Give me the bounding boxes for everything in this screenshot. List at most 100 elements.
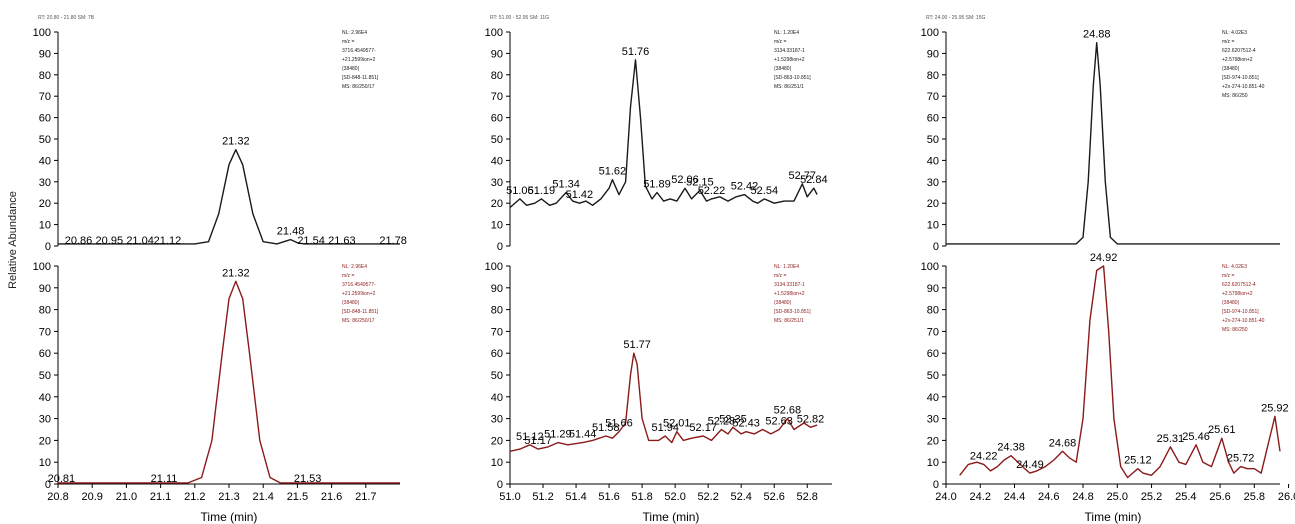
annotation-line: (38480) [342,66,360,72]
peak-label: 21.53 [294,473,322,485]
peak-label: 21.54 [297,235,325,247]
y-tick-label: 70 [491,326,503,338]
x-tick-label: 20.8 [47,491,68,503]
peak-label: 21.12 [154,235,182,247]
y-tick-label: 30 [491,177,503,189]
x-tick-label: 21.2 [184,491,205,503]
annotation-line: NL: 4.02E3 [1222,30,1247,36]
annotation-line: MS: 86/251/1 [774,318,804,324]
y-tick-label: 40 [927,392,939,404]
chart-panel-top-left: RT: 20.80 - 21.80 SM: 7B 0 10 20 30 40 50 60 70 8… [33,15,407,253]
y-tick-label: 90 [927,48,939,60]
y-tick-label: 70 [927,91,939,103]
y-tick-label: 30 [491,414,503,426]
annotation-line: (38480) [342,300,360,306]
chart-header: RT: 24.00 - 25.95 SM: 15G [926,15,985,21]
annotation-line: 3716.4549577- [342,48,376,54]
x-tick-label: 21.7 [355,491,376,503]
x-tick-label: 52.0 [664,491,685,503]
peak-label: 51.66 [605,418,633,430]
annotation-line: [SD-848-11.851] [342,75,379,81]
peak-label: 21.32 [222,267,250,279]
chart-header: RT: 20.80 - 21.80 SM: 7B [38,15,95,21]
peak-label: 52.68 [774,405,802,417]
y-tick-label: 80 [491,70,503,82]
x-tick-label: 52.6 [763,491,784,503]
y-tick-label: 10 [39,457,51,469]
chart-panel-top-middle: RT: 51.00 - 52.95 SM: 11G 0 10 20 30 40 50 60 70… [485,15,828,253]
y-tick-label: 10 [491,457,503,469]
trace-line [58,149,400,245]
peak-label: 21.63 [328,235,356,247]
annotation-line: m/z = [1222,39,1234,45]
annotation-line: [SD-863-10.851] [774,75,811,81]
annotation-line: NL: 2.96E4 [342,30,367,36]
peak-label: 52.28 [708,416,736,428]
x-tick-label: 24.2 [970,491,991,503]
y-tick-label: 60 [491,113,503,125]
annotation-line: [SD-974-10.851] [1222,75,1259,81]
y-tick-label: 10 [927,457,939,469]
y-tick-label: 60 [39,113,51,125]
annotation-line: MS: 86/250/17 [342,84,375,90]
x-axis-title: Time (min) [201,510,258,524]
y-tick-label: 20 [491,435,503,447]
peak-label: 51.44 [569,429,597,441]
y-tick-label: 100 [33,261,51,273]
y-tick-label: 90 [39,48,51,60]
peak-label: 51.12 [516,431,544,443]
peak-label: 51.34 [552,179,580,191]
peak-label: 51.19 [528,185,556,197]
annotation-line: NL: 4.02E3 [1222,264,1247,270]
y-tick-label: 20 [491,198,503,210]
x-tick-label: 51.8 [631,491,652,503]
annotation-line: +2.5798ion+2 [1222,57,1253,63]
annotation-line: (38480) [1222,300,1240,306]
y-tick-label: 30 [927,177,939,189]
y-tick-label: 80 [491,305,503,317]
peak-label: 52.06 [671,174,699,186]
y-tick-label: 40 [491,392,503,404]
x-tick-label: 21.0 [116,491,137,503]
annotation-line: MS: 86/250 [1222,93,1248,99]
y-tick-label: 100 [33,27,51,39]
annotation-line: m/z = [1222,273,1234,279]
annotation-line: MS: 86/250/17 [342,318,375,324]
y-tick-label: 10 [491,220,503,232]
peak-label: 21.78 [379,235,407,247]
peak-label: 51.94 [651,422,679,434]
y-tick-label: 70 [491,91,503,103]
x-tick-label: 21.5 [287,491,308,503]
peak-label: 52.01 [663,418,691,430]
x-tick-label: 24.8 [1072,491,1093,503]
x-tick-label: 21.4 [252,491,273,503]
y-tick-label: 100 [921,27,939,39]
annotation-line: +2x-274-10.851-40 [1222,84,1265,90]
x-tick-label: 24.6 [1038,491,1059,503]
y-tick-label: 50 [39,134,51,146]
y-tick-label: 80 [927,70,939,82]
y-tick-label: 50 [491,134,503,146]
annotation-line: 622.6207512-4 [1222,48,1256,54]
peak-label: 25.92 [1261,402,1289,414]
chart-header: RT: 51.00 - 52.95 SM: 11G [490,15,549,21]
annotation-line: +1.5298ion+2 [774,57,805,63]
trace-line [946,42,1280,245]
peak-label: 51.76 [622,46,650,58]
y-tick-label: 0 [45,479,51,491]
y-tick-label: 60 [39,348,51,360]
annotation-line: 3134.33187-1 [774,282,805,288]
annotation-line: +2.5798ion+2 [1222,291,1253,297]
peak-label: 51.62 [599,166,627,178]
y-tick-label: 10 [927,220,939,232]
peak-label: 25.61 [1208,424,1236,436]
y-tick-label: 40 [39,392,51,404]
y-tick-label: 30 [39,414,51,426]
peak-label: 21.11 [151,473,178,485]
y-tick-label: 50 [39,370,51,382]
y-tick-label: 10 [39,220,51,232]
peak-label: 52.84 [800,174,828,186]
annotation-line: 3716.4549577- [342,282,376,288]
annotation-line: NL: 1.20E4 [774,264,799,270]
peak-label: 20.95 [96,235,124,247]
